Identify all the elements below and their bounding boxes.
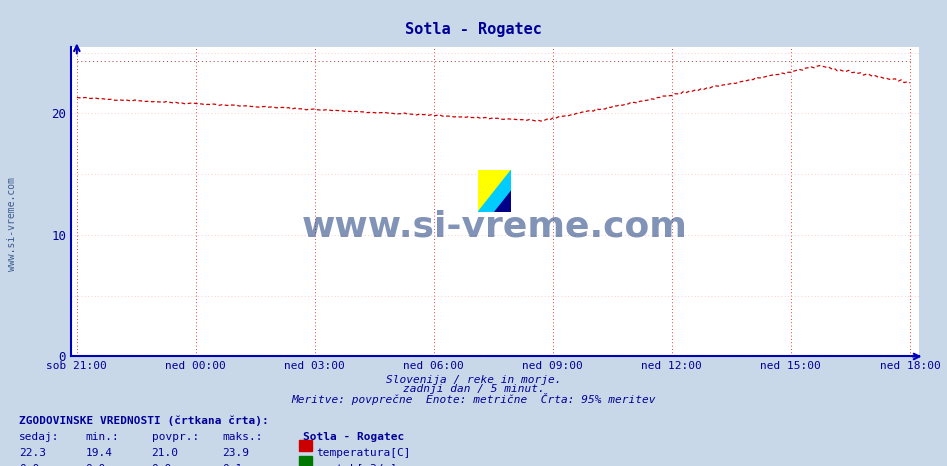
Text: www.si-vreme.com: www.si-vreme.com bbox=[302, 209, 688, 243]
Text: min.:: min.: bbox=[85, 432, 119, 442]
Text: Sotla - Rogatec: Sotla - Rogatec bbox=[303, 432, 404, 442]
Polygon shape bbox=[478, 170, 511, 212]
Text: temperatura[C]: temperatura[C] bbox=[316, 448, 411, 458]
Text: 22.3: 22.3 bbox=[19, 448, 46, 458]
Text: sedaj:: sedaj: bbox=[19, 432, 60, 442]
Text: Meritve: povprečne  Enote: metrične  Črta: 95% meritev: Meritve: povprečne Enote: metrične Črta:… bbox=[292, 393, 655, 405]
Text: Slovenija / reke in morje.: Slovenija / reke in morje. bbox=[385, 375, 562, 384]
Text: 0.0: 0.0 bbox=[85, 464, 105, 466]
Text: www.si-vreme.com: www.si-vreme.com bbox=[8, 177, 17, 271]
Text: 0.1: 0.1 bbox=[223, 464, 242, 466]
Text: 23.9: 23.9 bbox=[223, 448, 250, 458]
Polygon shape bbox=[478, 170, 511, 212]
Text: 21.0: 21.0 bbox=[152, 448, 179, 458]
Text: 19.4: 19.4 bbox=[85, 448, 113, 458]
Text: 0.0: 0.0 bbox=[152, 464, 171, 466]
Text: zadnji dan / 5 minut.: zadnji dan / 5 minut. bbox=[402, 384, 545, 394]
Text: Sotla - Rogatec: Sotla - Rogatec bbox=[405, 22, 542, 37]
Text: ZGODOVINSKE VREDNOSTI (črtkana črta):: ZGODOVINSKE VREDNOSTI (črtkana črta): bbox=[19, 416, 269, 426]
Text: pretok[m3/s]: pretok[m3/s] bbox=[316, 464, 398, 466]
Polygon shape bbox=[495, 191, 511, 212]
Text: povpr.:: povpr.: bbox=[152, 432, 199, 442]
Text: 0.0: 0.0 bbox=[19, 464, 39, 466]
Text: maks.:: maks.: bbox=[223, 432, 263, 442]
